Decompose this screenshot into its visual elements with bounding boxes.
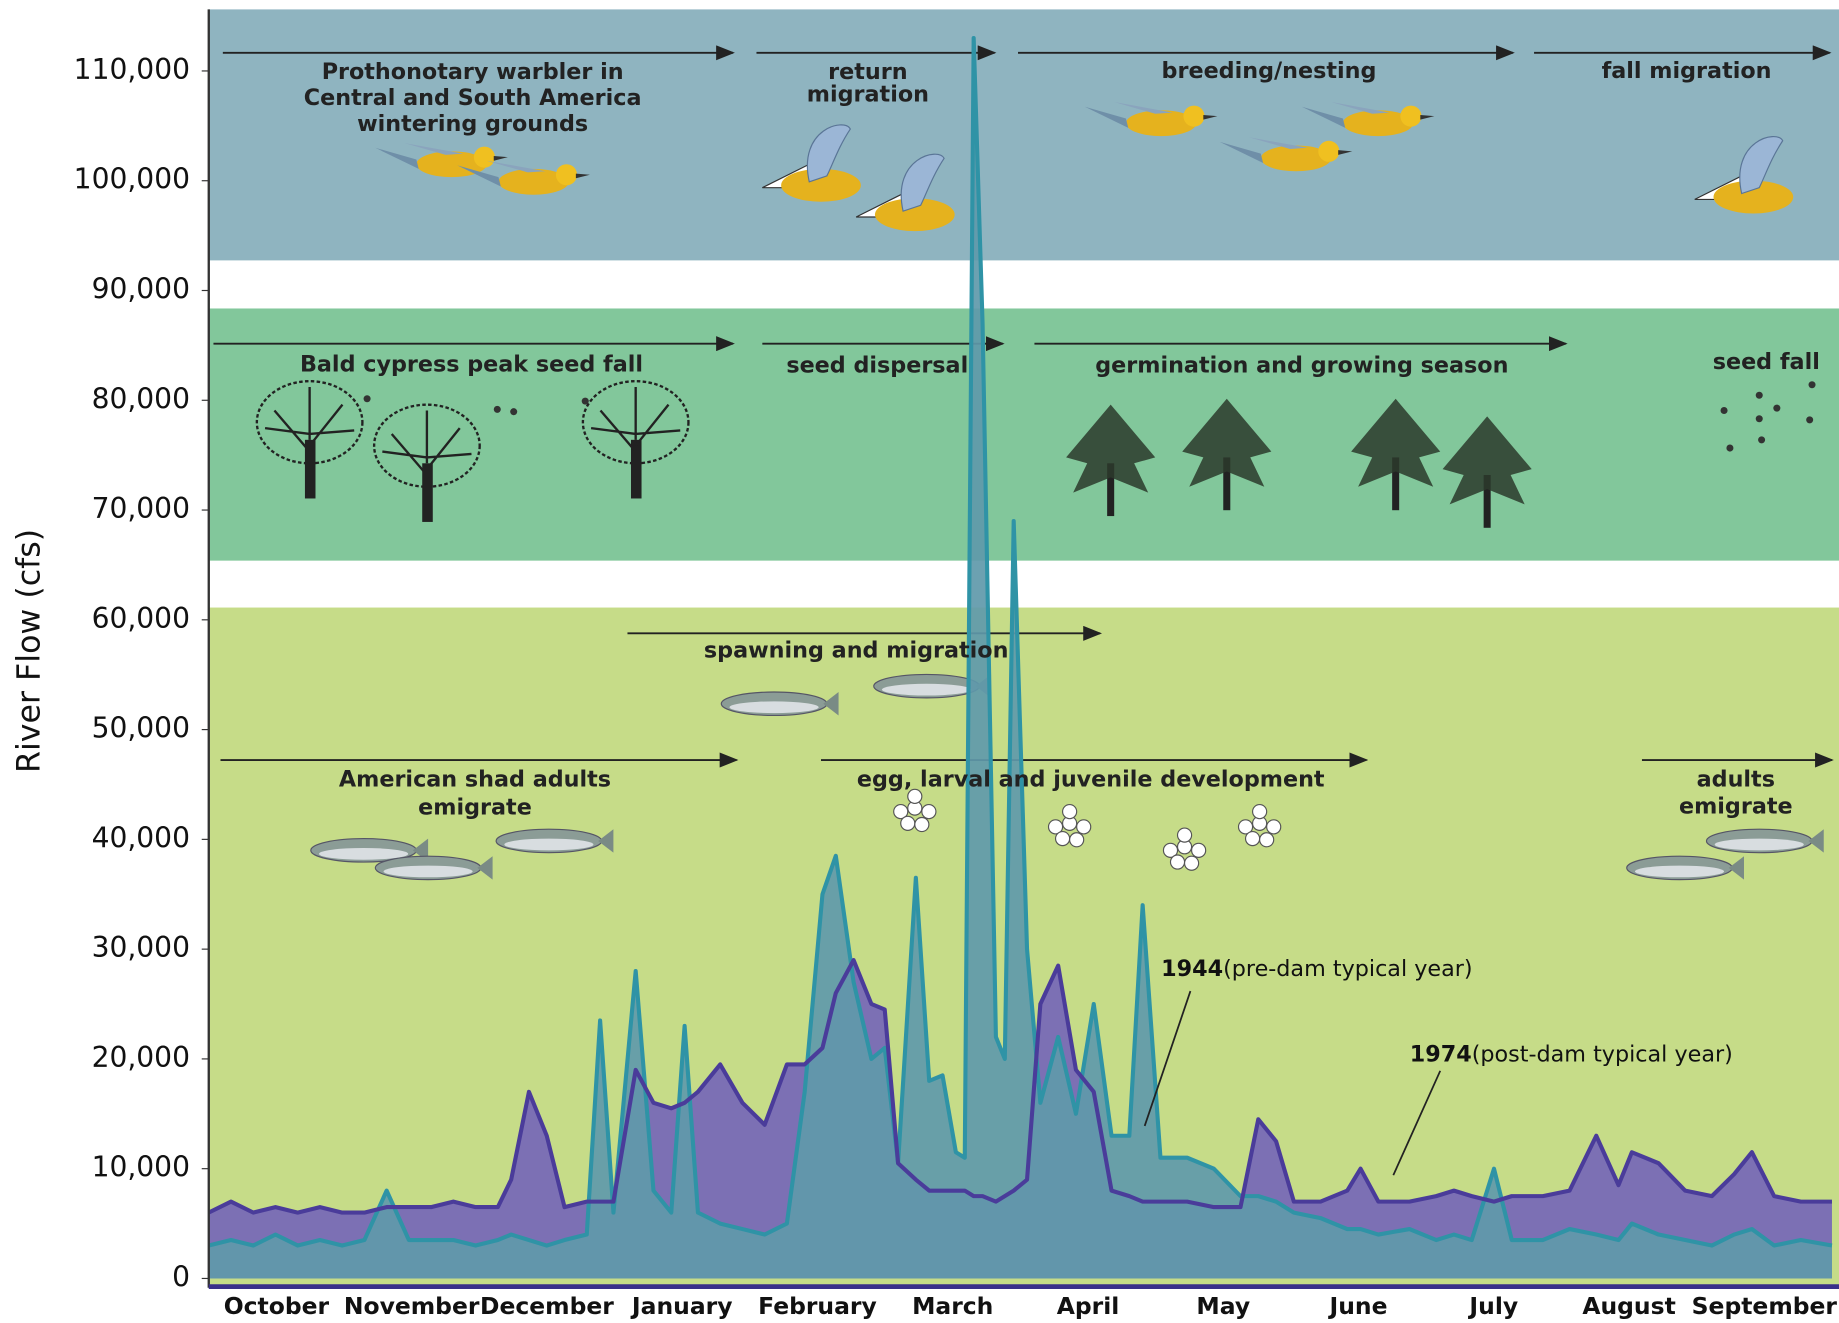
y-tick-label: 30,000: [92, 931, 190, 964]
x-tick-label: September: [1692, 1292, 1838, 1320]
annotation: American shad adults: [339, 766, 611, 792]
annotation: fall migration: [1602, 58, 1772, 84]
x-tick-label: December: [480, 1292, 614, 1320]
y-tick-label: 20,000: [92, 1041, 190, 1074]
y-tick-label: 110,000: [74, 53, 190, 86]
series-label: 1974(post-dam typical year): [1410, 1041, 1733, 1067]
x-tick-label: June: [1328, 1292, 1388, 1320]
chart: River Flow (cfs) 0 10,000 20,000 30,000 40,0…: [0, 0, 1839, 1323]
series-name: 1944: [1161, 955, 1223, 981]
y-axis-title: River Flow (cfs): [11, 529, 47, 773]
annotation: egg, larval and juvenile development: [857, 766, 1325, 792]
y-tick-label: 50,000: [92, 712, 190, 745]
annotation: seed fall: [1713, 349, 1820, 375]
y-tick-label: 60,000: [92, 602, 190, 635]
x-tick-label: May: [1196, 1292, 1250, 1320]
annotation: germination and growing season: [1095, 352, 1508, 378]
annotation: breeding/nesting: [1162, 58, 1377, 84]
x-tick-label: August: [1582, 1292, 1675, 1320]
x-tick-label: January: [630, 1292, 733, 1320]
annotation: seed dispersal: [786, 352, 968, 378]
annotation: migration: [807, 82, 929, 108]
annotation: Bald cypress peak seed fall: [300, 351, 643, 377]
annotation: spawning and migration: [704, 637, 1009, 663]
x-tick-label: November: [344, 1292, 480, 1320]
y-tick-label: 70,000: [92, 492, 190, 525]
x-tick-label: February: [758, 1292, 877, 1320]
x-tick-label: March: [912, 1292, 993, 1320]
x-tick-label: April: [1057, 1292, 1120, 1320]
y-tick-label: 40,000: [92, 821, 190, 854]
series-name: 1974: [1410, 1041, 1472, 1067]
y-tick-label: 100,000: [74, 163, 190, 196]
annotation: wintering grounds: [357, 111, 588, 137]
annotation: emigrate: [418, 795, 532, 821]
annotation: Prothonotary warbler in: [322, 59, 624, 85]
y-tick-label: 90,000: [92, 272, 190, 305]
annotation: Central and South America: [304, 85, 642, 111]
x-tick-label: July: [1467, 1292, 1518, 1320]
y-tick-label: 80,000: [92, 382, 190, 415]
annotation: adults: [1697, 766, 1775, 792]
y-tick-label: 0: [172, 1260, 190, 1293]
y-tick-label: 10,000: [92, 1151, 190, 1184]
series-label: 1944(pre-dam typical year): [1161, 955, 1472, 981]
series-description: (post-dam typical year): [1472, 1041, 1733, 1067]
annotation: emigrate: [1679, 793, 1793, 819]
x-tick-label: October: [224, 1292, 330, 1320]
series-description: (pre-dam typical year): [1223, 955, 1473, 981]
